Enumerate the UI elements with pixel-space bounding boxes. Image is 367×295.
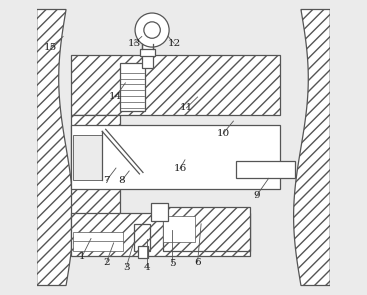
Bar bbox=[73, 135, 102, 180]
Text: 7: 7 bbox=[103, 176, 110, 185]
Bar bbox=[71, 55, 280, 115]
Text: 16: 16 bbox=[173, 164, 186, 173]
Text: 11: 11 bbox=[180, 103, 193, 112]
Text: 5: 5 bbox=[169, 259, 176, 268]
Polygon shape bbox=[37, 9, 73, 286]
Text: 1: 1 bbox=[79, 252, 86, 261]
Text: 9: 9 bbox=[253, 191, 259, 200]
Bar bbox=[71, 213, 250, 256]
Text: 8: 8 bbox=[119, 176, 125, 185]
Bar bbox=[142, 44, 153, 68]
Text: 14: 14 bbox=[109, 93, 122, 101]
Bar bbox=[236, 161, 295, 178]
Bar bbox=[120, 63, 145, 111]
Bar bbox=[140, 49, 155, 56]
Bar bbox=[163, 207, 250, 251]
Bar bbox=[163, 216, 195, 242]
Bar bbox=[71, 125, 280, 189]
Bar bbox=[134, 224, 150, 251]
Text: 3: 3 bbox=[123, 263, 130, 272]
Text: 12: 12 bbox=[167, 39, 181, 48]
Circle shape bbox=[135, 13, 169, 47]
Text: 15: 15 bbox=[44, 42, 57, 52]
Text: 13: 13 bbox=[128, 39, 141, 48]
Polygon shape bbox=[294, 9, 330, 286]
Text: 2: 2 bbox=[103, 258, 110, 266]
Bar bbox=[138, 246, 148, 258]
Text: 4: 4 bbox=[143, 263, 150, 272]
Bar bbox=[73, 241, 123, 251]
Text: 6: 6 bbox=[194, 258, 201, 266]
Text: 10: 10 bbox=[217, 129, 230, 138]
Bar bbox=[71, 115, 120, 248]
Bar bbox=[73, 232, 123, 243]
Bar bbox=[151, 203, 168, 222]
